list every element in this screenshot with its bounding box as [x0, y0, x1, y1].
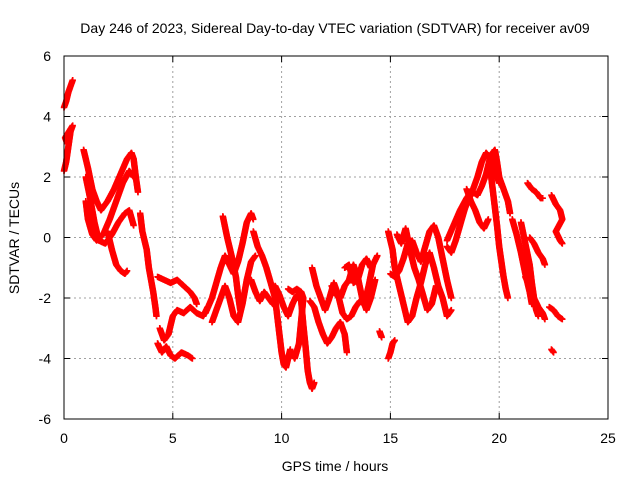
series-arc-am [548, 346, 557, 356]
series-arc-ad [487, 167, 512, 302]
series-arc-a [60, 77, 76, 111]
data-point [371, 276, 379, 284]
y-tick-label: -6 [39, 411, 52, 427]
series-arc-d [82, 167, 137, 244]
series-arc-b [60, 122, 76, 175]
data-point [69, 77, 76, 84]
x-tick-label: 10 [274, 430, 290, 446]
series-arc-v [376, 328, 385, 341]
data-point [367, 264, 375, 271]
data-point [130, 222, 137, 229]
series-arc-m [219, 213, 244, 314]
y-tick-label: 0 [43, 230, 51, 246]
series-arc-p [271, 282, 318, 392]
series-arc-j [156, 303, 211, 344]
data-point [189, 355, 196, 362]
data-point [153, 312, 160, 320]
series-arc-h [154, 273, 200, 308]
series-arc-ac [463, 185, 492, 232]
y-axis-label: SDTVAR / TECUs [6, 182, 22, 294]
y-tick-label: 2 [43, 169, 51, 185]
data-point [432, 282, 440, 290]
series-arc-r [306, 297, 351, 356]
data-point [378, 334, 385, 341]
data-point [506, 210, 514, 217]
chart-title: Day 246 of 2023, Sidereal Day-to-day VTE… [80, 20, 590, 36]
data-point [237, 306, 244, 314]
y-axis-tick-labels: -6 -4 -2 0 2 4 6 [39, 48, 52, 427]
x-tick-label: 15 [383, 430, 399, 446]
series-arc-ak [546, 303, 566, 323]
series-arc-c [80, 146, 142, 214]
x-tick-label: 5 [169, 430, 177, 446]
data-point [448, 294, 455, 302]
data-point [374, 252, 381, 259]
series-arc-x [385, 228, 455, 326]
series-arc-ah [522, 273, 549, 323]
series-arc-q [284, 285, 307, 362]
data-point [311, 379, 318, 386]
series-arc-g [136, 210, 160, 320]
x-tick-label: 25 [600, 430, 616, 446]
x-tick-label: 0 [60, 430, 68, 446]
data-point [541, 315, 549, 323]
x-axis-tick-labels: 0 5 10 15 20 25 [60, 430, 616, 446]
series-arc-t [328, 261, 379, 314]
y-tick-label: 6 [43, 48, 51, 64]
data-point [134, 188, 142, 196]
data-point [448, 306, 455, 314]
series-arc-k [202, 210, 257, 317]
series-arc-z [393, 225, 440, 314]
x-axis-label: GPS time / hours [282, 458, 389, 474]
x-tick-label: 20 [491, 430, 507, 446]
data-point [252, 252, 259, 259]
series-arc-ae [496, 173, 514, 217]
y-tick-label: -2 [39, 290, 52, 306]
data-point [123, 267, 131, 274]
series-arc-ai [524, 179, 546, 202]
series-arc-f [104, 228, 131, 277]
y-tick-label: 4 [43, 109, 51, 125]
data-point [250, 216, 257, 223]
series-arc-al [548, 191, 566, 247]
y-tick-label: -4 [39, 351, 52, 367]
series-arc-u [341, 255, 375, 287]
data-points [60, 77, 566, 392]
data-point [504, 294, 512, 302]
data-point [391, 337, 398, 344]
data-point [130, 173, 137, 181]
data-point [193, 300, 200, 308]
data-point [343, 349, 351, 356]
series-arc-w [385, 337, 398, 362]
data-point [485, 216, 492, 223]
series-arc-i [154, 340, 196, 362]
data-point [64, 140, 71, 147]
data-point [289, 349, 296, 356]
